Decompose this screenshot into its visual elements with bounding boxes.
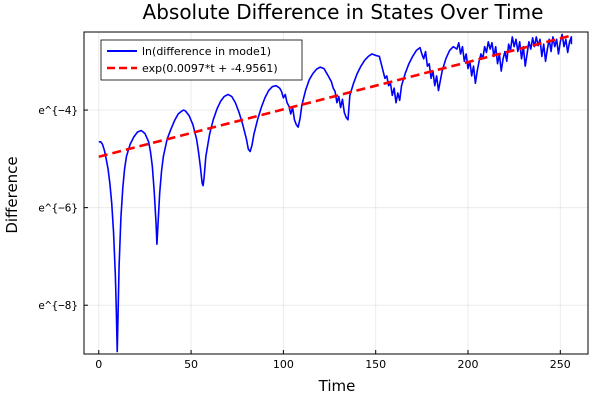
y-tick-label: e^{−6} — [38, 202, 78, 215]
y-axis: e^{−4} e^{−6} e^{−8} — [38, 104, 88, 312]
legend: ln(difference in mode1) exp(0.0097*t + -… — [100, 39, 303, 81]
x-tick-label: 200 — [458, 358, 479, 371]
series-line-exp-fit — [98, 34, 570, 158]
grid — [84, 32, 588, 354]
series-layer — [98, 33, 573, 353]
series-line-difference-mode1 — [98, 33, 573, 353]
legend-label-series-1: ln(difference in mode1) — [142, 45, 271, 58]
legend-box — [100, 39, 303, 81]
y-tick-label: e^{−8} — [38, 299, 78, 312]
plot-frame — [83, 31, 589, 355]
y-axis-label: Difference — [3, 156, 21, 233]
x-tick-label: 150 — [365, 358, 386, 371]
chart-title: Absolute Difference in States Over Time — [143, 0, 544, 24]
y-tick-label: e^{−4} — [38, 104, 78, 117]
x-axis: 0 50 100 150 200 250 — [95, 350, 571, 371]
x-axis-label: Time — [318, 377, 356, 395]
x-tick-label: 50 — [184, 358, 198, 371]
legend-label-series-2: exp(0.0097*t + -4.9561) — [142, 62, 278, 75]
x-tick-label: 100 — [273, 358, 294, 371]
x-tick-label: 250 — [550, 358, 571, 371]
x-tick-label: 0 — [95, 358, 102, 371]
